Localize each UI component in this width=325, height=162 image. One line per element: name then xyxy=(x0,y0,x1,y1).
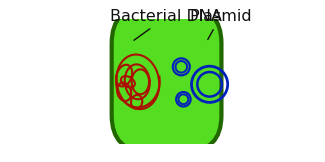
Text: Bacterial DNA: Bacterial DNA xyxy=(111,9,222,40)
FancyBboxPatch shape xyxy=(112,7,221,152)
Text: Plasmid: Plasmid xyxy=(189,9,252,40)
